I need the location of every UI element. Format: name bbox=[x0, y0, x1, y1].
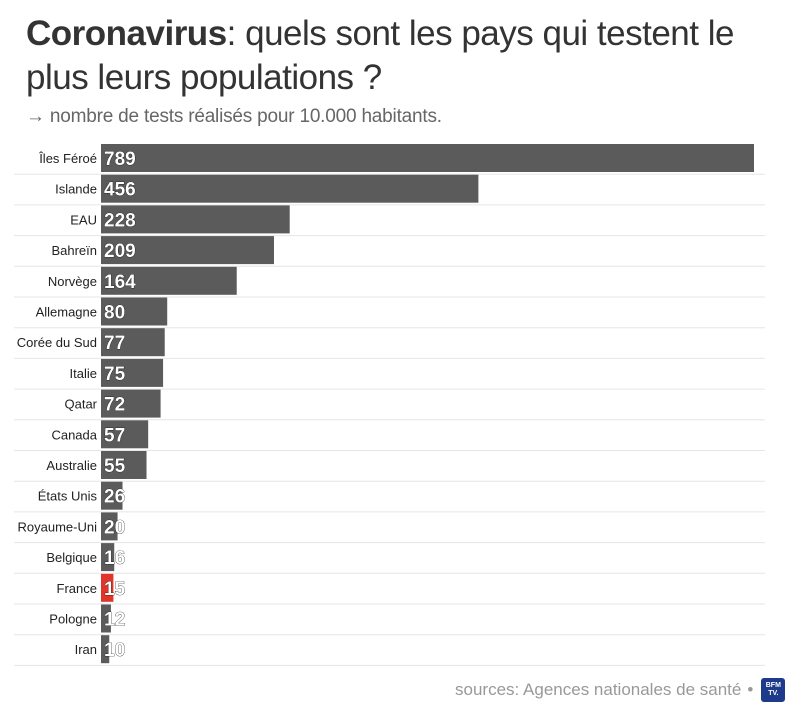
bar bbox=[101, 420, 149, 449]
category-label: Qatar bbox=[64, 397, 97, 412]
value-label: 80 bbox=[104, 303, 125, 324]
footer-separator: • bbox=[747, 680, 754, 699]
bar bbox=[101, 389, 161, 418]
category-label: Norvège bbox=[48, 274, 97, 289]
category-label: EAU bbox=[70, 212, 97, 227]
category-label: Australie bbox=[46, 458, 97, 473]
category-label: Islande bbox=[55, 182, 97, 197]
value-label: 15 bbox=[104, 579, 126, 600]
logo-line1: BFM bbox=[765, 682, 781, 689]
bar-chart: Îles Féroé 789 Islande 456 EAU 228 Bahreïn 209 N… bbox=[14, 144, 765, 666]
value-label: 57 bbox=[104, 425, 125, 446]
value-label: 72 bbox=[104, 395, 125, 416]
category-label: Pologne bbox=[49, 612, 97, 627]
bar bbox=[101, 481, 123, 510]
bar bbox=[101, 604, 111, 633]
bar bbox=[101, 635, 110, 664]
category-label: Allemagne bbox=[36, 305, 97, 320]
value-label: 12 bbox=[104, 610, 125, 631]
value-label: 789 bbox=[104, 149, 136, 170]
bar bbox=[101, 451, 147, 479]
category-label: États Unis bbox=[38, 489, 98, 504]
value-label: 16 bbox=[104, 548, 125, 569]
category-label: Royaume-Uni bbox=[18, 519, 98, 534]
bar bbox=[101, 205, 290, 234]
value-label: 209 bbox=[104, 241, 136, 262]
bar bbox=[101, 174, 479, 203]
value-label: 75 bbox=[104, 364, 126, 385]
value-label: 228 bbox=[104, 210, 136, 231]
value-label: 10 bbox=[104, 640, 125, 661]
category-label: Canada bbox=[51, 427, 97, 442]
bar bbox=[101, 358, 164, 387]
category-label: France bbox=[57, 581, 97, 596]
value-label: 26 bbox=[104, 487, 125, 508]
bar bbox=[101, 543, 115, 572]
chart-title: Coronavirus: quels sont les pays qui tes… bbox=[26, 12, 776, 100]
source-text: sources: Agences nationales de santé bbox=[455, 680, 742, 699]
title-bold: Coronavirus bbox=[26, 14, 227, 53]
value-label: 456 bbox=[104, 180, 136, 201]
value-label: 20 bbox=[104, 517, 125, 538]
bar bbox=[101, 236, 274, 265]
bar bbox=[101, 328, 165, 357]
bar bbox=[101, 512, 118, 541]
logo-line2: TV. bbox=[768, 690, 779, 697]
bar bbox=[101, 144, 754, 172]
bar bbox=[101, 297, 168, 326]
footer: sources: Agences nationales de santé • B… bbox=[455, 678, 786, 702]
value-label: 77 bbox=[104, 333, 125, 354]
value-label: 55 bbox=[104, 456, 126, 477]
category-label: Iran bbox=[75, 642, 97, 657]
title-rest: : quels sont les pays qui testent le plu… bbox=[26, 14, 734, 97]
category-label: Belgique bbox=[46, 550, 97, 565]
chart-subtitle: → nombre de tests réalisés pour 10.000 h… bbox=[26, 106, 442, 127]
value-label: 164 bbox=[104, 272, 136, 293]
bar bbox=[101, 266, 237, 295]
bar bbox=[101, 573, 114, 602]
category-label: Italie bbox=[70, 366, 97, 381]
category-label: Îles Féroé bbox=[38, 151, 97, 166]
bfmtv-logo: BFM TV. bbox=[761, 678, 786, 702]
category-label: Corée du Sud bbox=[17, 335, 97, 350]
category-label: Bahreïn bbox=[51, 243, 97, 258]
